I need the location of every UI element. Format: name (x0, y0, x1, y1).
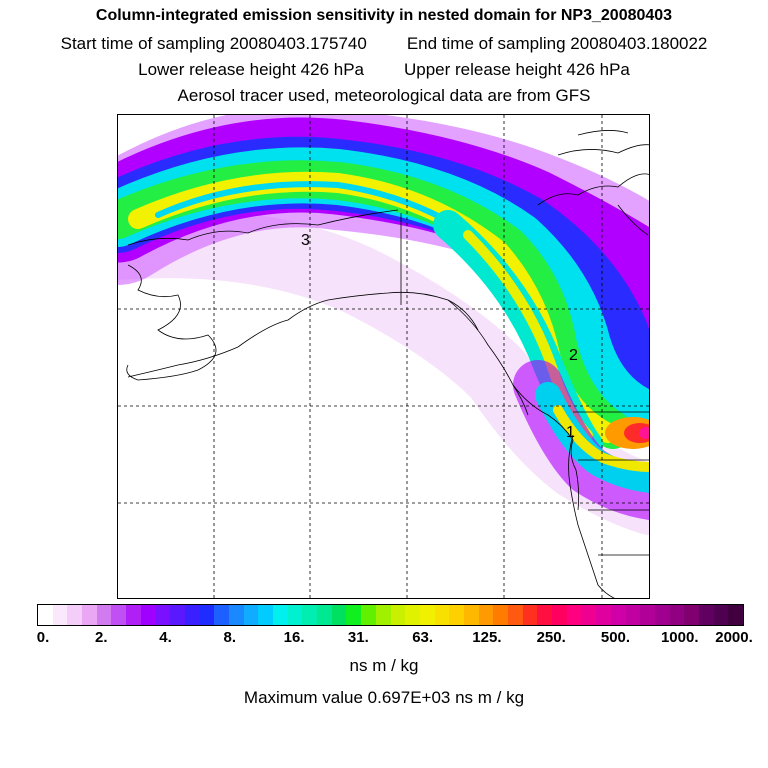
colorbar-tick-label: 16. (283, 629, 305, 646)
colorbar-segment (508, 605, 523, 625)
colorbar-segment (287, 605, 303, 625)
colorbar-segment (302, 605, 318, 625)
coastline-alaska-west (126, 264, 217, 381)
colorbar-tick-label: 2000. (715, 629, 753, 646)
colorbar-segment (126, 605, 141, 625)
colorbar-segment (493, 605, 508, 625)
release-heights: Lower release height 426 hPa Upper releas… (0, 60, 768, 80)
colorbar-tick-label: 500. (600, 629, 631, 646)
colorbar-tick-label: 1000. (660, 629, 699, 646)
colorbar-tick-label: 63. (412, 629, 434, 646)
colorbar-segment (552, 605, 567, 625)
coastline-bc (512, 384, 580, 511)
colorbar-segment (243, 605, 259, 625)
plume-south-yellow (553, 405, 649, 472)
coastline-us-west (568, 434, 615, 598)
colorbar-tick-label: 125. (472, 629, 502, 646)
colorbar-segment (96, 605, 112, 625)
coastline-alaska-south (237, 291, 479, 348)
colorbar-segment (317, 605, 332, 625)
coastline-alaska-north (127, 209, 399, 246)
colorbar-segment (346, 605, 362, 625)
colorbar-segment (434, 605, 450, 625)
plume (118, 115, 649, 535)
colorbar-tick-label: 4. (159, 629, 172, 646)
colorbar-ticks: 0. 2. 4. 8. 16. 31. 63. 125. 250. 500. 1000. 2000. (0, 629, 768, 649)
colorbar-segment (713, 605, 729, 625)
coastline-arctic-islands (557, 130, 649, 156)
colorbar-segment (82, 605, 97, 625)
colorbar-segment (625, 605, 641, 625)
colorbar-segment (273, 605, 288, 625)
colorbar-segment (405, 605, 420, 625)
hotspot-magenta (639, 427, 649, 439)
colorbar-units: ns m / kg (349, 656, 419, 675)
borders (400, 213, 649, 556)
colorbar-segment (449, 605, 464, 625)
colorbar-segment (537, 605, 553, 625)
colorbar-tick-label: 250. (536, 629, 566, 646)
colorbar-segment (640, 605, 655, 625)
colorbar-segment (214, 605, 229, 625)
colorbar-segment (52, 605, 68, 625)
coastline-arctic (537, 173, 649, 206)
tracer-note: Aerosol tracer used, meteorological data… (177, 86, 591, 105)
colorbar-segment (38, 605, 53, 625)
colorbar-segment (67, 605, 83, 625)
colorbar-segment (478, 605, 494, 625)
day-labels: 3 2 1 (301, 232, 578, 441)
colorbar-segment (419, 605, 435, 625)
colorbar-segment (375, 605, 391, 625)
map-canvas: 3 2 1 (118, 115, 649, 598)
colorbar-tick-label: 8. (223, 629, 237, 646)
colorbar-segment (596, 605, 611, 625)
colorbar-tick-label: 2. (95, 629, 108, 646)
border-states (578, 459, 649, 556)
start-time: Start time of sampling 20080403.175740 (60, 34, 367, 53)
coastlines (126, 130, 649, 598)
colorbar-segment (361, 605, 376, 625)
colorbar-segment (566, 605, 582, 625)
graticule (118, 115, 649, 598)
source-hotspot (605, 417, 649, 449)
colorbar (37, 604, 744, 626)
colorbar-segment (684, 605, 699, 625)
figure-title: Column-integrated emission sensitivity i… (95, 7, 673, 24)
colorbar-segment (331, 605, 347, 625)
colorbar-segment (728, 605, 743, 625)
max-value: Maximum value 0.697E+03 ns m / kg (243, 688, 525, 707)
colorbar-tick-label: 31. (347, 629, 369, 646)
colorbar-segment (155, 605, 171, 625)
colorbar-segment (258, 605, 273, 625)
day-label-1: 1 (566, 424, 575, 441)
coastline-aleutians (127, 346, 239, 378)
coastline-panhandle (447, 299, 529, 416)
colorbar-segment (111, 605, 127, 625)
colorbar-segment (522, 605, 538, 625)
day-label-2: 2 (569, 347, 578, 364)
colorbar-segment (654, 605, 670, 625)
colorbar-segment (199, 605, 215, 625)
colorbar-segment (610, 605, 626, 625)
sensitivity-map: 3 2 1 (117, 114, 650, 599)
day-label-3: 3 (301, 232, 310, 249)
upper-release-height: Upper release height 426 hPa (404, 60, 630, 79)
colorbar-segment (140, 605, 156, 625)
end-time: End time of sampling 20080403.180022 (406, 34, 708, 53)
colorbar-tick-label: 0. (36, 629, 50, 646)
colorbar-segment (698, 605, 714, 625)
colorbar-segment (669, 605, 685, 625)
colorbar-segment (463, 605, 479, 625)
colorbar-segment (228, 605, 244, 625)
colorbar-segment (390, 605, 406, 625)
sampling-times: Start time of sampling 20080403.175740 En… (0, 34, 768, 54)
lower-release-height: Lower release height 426 hPa (138, 60, 364, 79)
colorbar-segment (184, 605, 200, 625)
colorbar-segment (170, 605, 185, 625)
colorbar-segment (581, 605, 597, 625)
coastline-hudson (617, 204, 649, 236)
